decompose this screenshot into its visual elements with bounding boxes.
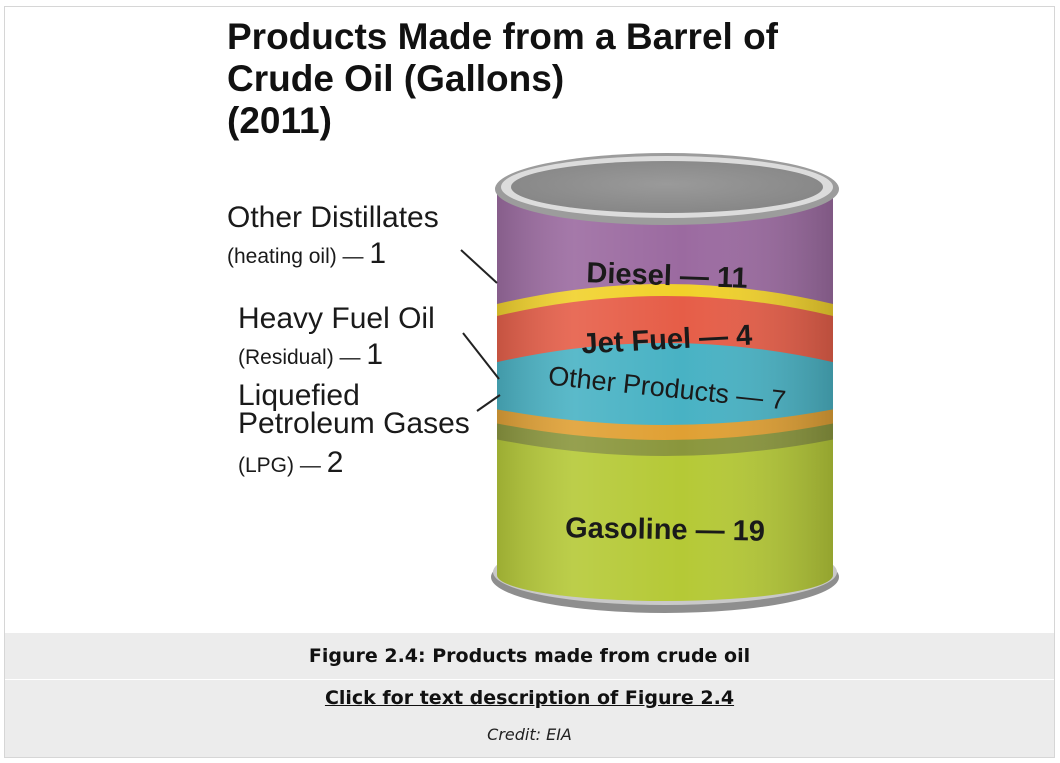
- text-description-row: Click for text description of Figure 2.4: [5, 679, 1054, 716]
- other-distillates-detail-text: (heating oil) —: [227, 245, 370, 268]
- figure-caption: Figure 2.4: Products made from crude oil: [5, 633, 1054, 679]
- other-distillates-value: 1: [369, 237, 387, 270]
- heavy-fuel-oil-detail: (Residual) — 1: [238, 338, 384, 372]
- title-line-2: Crude Oil (Gallons): [227, 58, 565, 99]
- lpg-detail: (LPG) — 2: [238, 446, 344, 480]
- lpg-value: 2: [326, 446, 344, 479]
- title-line-1: Products Made from a Barrel of: [227, 16, 779, 57]
- other-distillates-name: Other Distillates: [227, 201, 439, 234]
- diagram-title: Products Made from a Barrel of Crude Oil…: [227, 16, 778, 142]
- lpg-name-line-2: Petroleum Gases: [238, 407, 470, 440]
- heavy-fuel-oil-detail-text: (Residual) —: [238, 346, 367, 369]
- leader-line-lpg: [476, 394, 501, 412]
- figure-frame: Products Made from a Barrel of Crude Oil…: [4, 6, 1055, 758]
- barrel-graphic: Diesel — 11 Jet Fuel — 4 Other Products …: [460, 153, 839, 613]
- gasoline-label: Gasoline — 19: [565, 512, 765, 547]
- barrel-lid: [511, 161, 823, 213]
- text-description-link[interactable]: Click for text description of Figure 2.4: [324, 687, 735, 709]
- title-line-3: (2011): [227, 100, 332, 141]
- other-distillates-detail: (heating oil) — 1: [227, 237, 387, 271]
- barrel-diagram: Products Made from a Barrel of Crude Oil…: [5, 7, 1054, 633]
- leader-line-other-distillates: [460, 249, 498, 284]
- leader-line-heavy-fuel-oil: [462, 332, 500, 380]
- lpg-name-line-1: Liquefied: [238, 379, 360, 412]
- lpg-detail-text: (LPG) —: [238, 454, 327, 477]
- diesel-label: Diesel — 11: [586, 257, 748, 295]
- figure-credit: Credit: EIA: [5, 716, 1054, 757]
- heavy-fuel-oil-name: Heavy Fuel Oil: [238, 302, 435, 335]
- heavy-fuel-oil-value: 1: [366, 338, 384, 371]
